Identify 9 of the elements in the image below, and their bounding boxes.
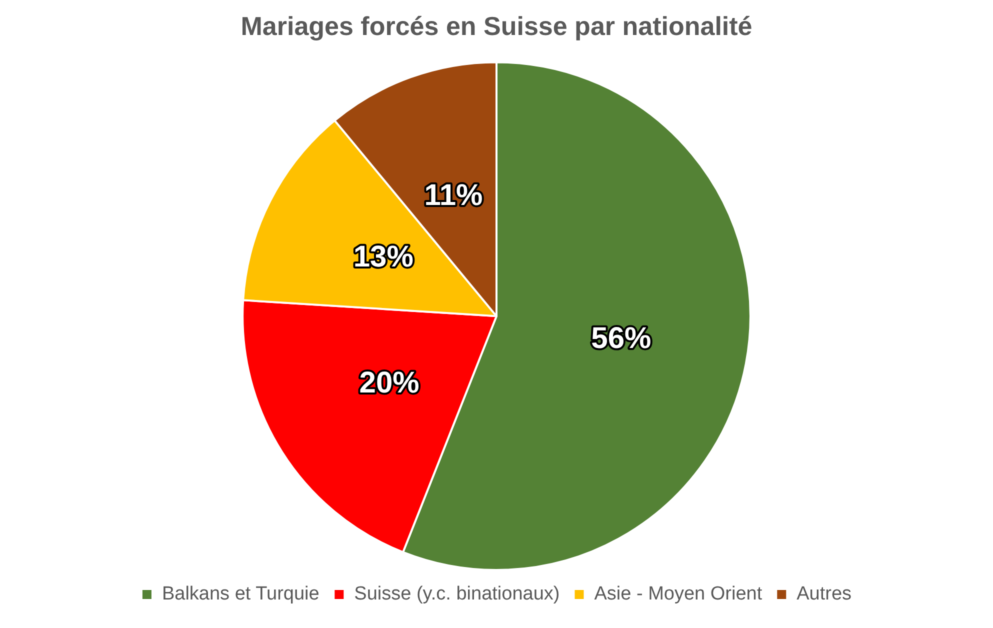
data-label: 20%: [359, 366, 420, 400]
data-label: 11%: [424, 178, 483, 212]
legend-label: Suisse (y.c. binationaux): [354, 584, 560, 605]
legend-label: Asie - Moyen Orient: [594, 584, 763, 605]
legend-label: Autres: [796, 584, 852, 605]
data-label: 56%: [591, 322, 652, 356]
chart-title: Mariages forcés en Suisse par nationalité: [240, 10, 752, 41]
data-label: 13%: [353, 240, 414, 274]
legend-label: Balkans et Turquie: [162, 584, 320, 605]
